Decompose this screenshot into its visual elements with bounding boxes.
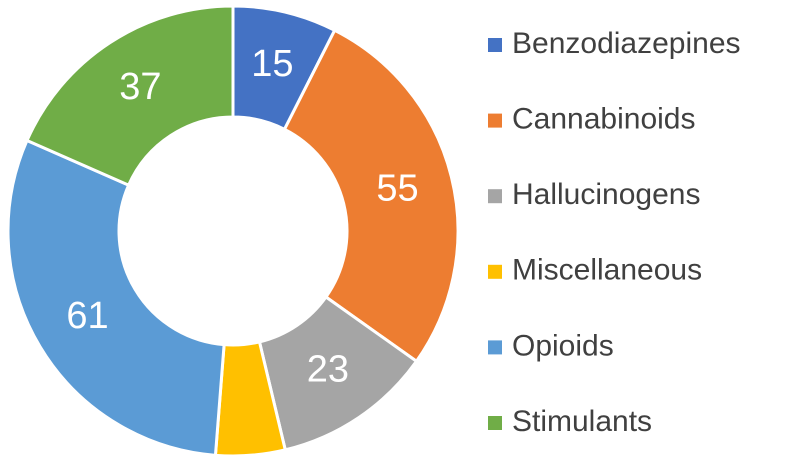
legend-label: Stimulants xyxy=(512,405,652,438)
legend-label: Benzodiazepines xyxy=(512,27,741,60)
legend-swatch xyxy=(488,340,502,355)
legend-label: Opioids xyxy=(512,329,614,362)
data-label: 61 xyxy=(66,295,108,337)
donut-segment xyxy=(282,28,460,364)
legend-label: Hallucinogens xyxy=(512,178,700,211)
data-label: 37 xyxy=(119,66,161,108)
data-label: 15 xyxy=(251,43,293,85)
legend-label: Cannabinoids xyxy=(512,103,695,136)
legend-swatch xyxy=(488,416,502,430)
legend-swatch xyxy=(488,38,502,52)
data-label: 23 xyxy=(307,349,349,391)
data-label: 55 xyxy=(376,167,418,209)
legend-swatch xyxy=(488,264,502,279)
donut-segment xyxy=(6,138,226,457)
legend-swatch xyxy=(488,189,502,204)
donut-segment xyxy=(25,4,235,188)
legend-swatch xyxy=(488,113,502,128)
legend-label: Miscellaneous xyxy=(512,254,702,287)
